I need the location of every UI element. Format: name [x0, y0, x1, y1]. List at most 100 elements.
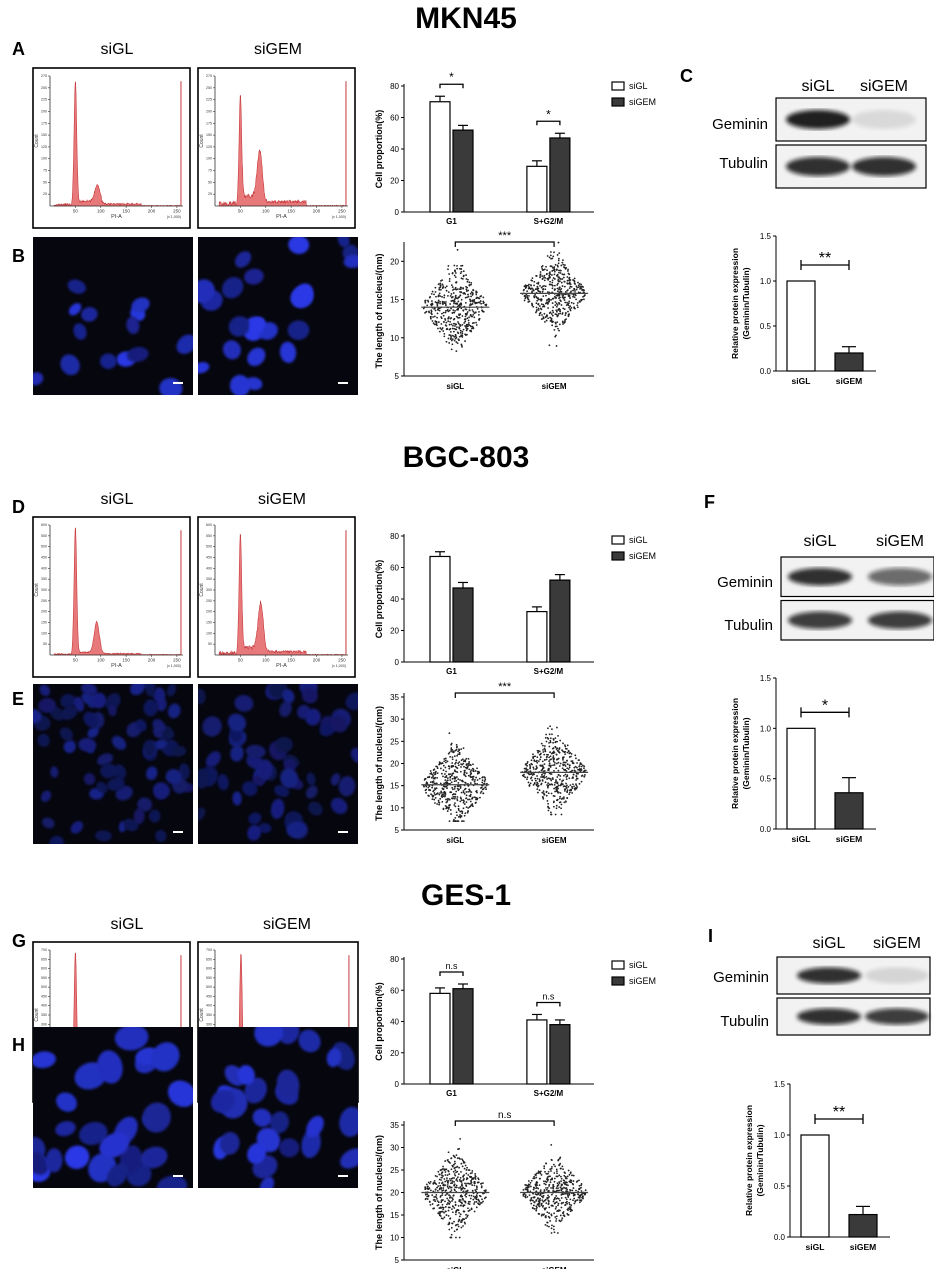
- nucleus-point: [469, 795, 472, 798]
- nucleus-point: [438, 793, 441, 796]
- scale-bar: [338, 382, 348, 384]
- nucleus-point: [547, 806, 550, 809]
- nucleus-point: [447, 317, 450, 320]
- nucleus-point: [474, 1178, 477, 1180]
- nucleus-point: [556, 1189, 559, 1192]
- nucleus-point: [438, 1173, 441, 1176]
- nucleus-point: [552, 795, 555, 797]
- nucleus-point: [434, 797, 437, 799]
- nucleus-point: [452, 750, 455, 753]
- nucleus-point: [448, 278, 451, 280]
- cell-line-title: GES-1: [421, 879, 511, 912]
- condition-label: siGEM: [254, 41, 302, 58]
- nucleus-point: [424, 1193, 427, 1196]
- nucleus: [330, 715, 348, 733]
- nucleus-point: [539, 1172, 542, 1175]
- histogram-y-tick-label: 500: [41, 985, 47, 989]
- nucleus-point: [564, 773, 567, 776]
- nucleus-point: [439, 782, 442, 785]
- nucleus-point: [441, 1176, 443, 1179]
- nucleus-point: [539, 758, 542, 761]
- nucleus-point: [432, 772, 435, 774]
- nucleus-point: [582, 295, 584, 298]
- nucleus-point: [535, 783, 538, 786]
- nucleus-point: [453, 770, 456, 773]
- nucleus-point: [550, 813, 552, 816]
- expression-bar-sigem: [834, 352, 864, 372]
- nucleus-point: [463, 800, 465, 803]
- nucleus-point: [461, 315, 464, 317]
- nucleus-point: [547, 307, 550, 309]
- nucleus-point: [530, 762, 533, 765]
- nucleus-y-tick-label: 15: [390, 782, 399, 791]
- nucleus-point: [568, 752, 571, 755]
- nucleus-point: [552, 741, 554, 744]
- nucleus-point: [583, 767, 585, 770]
- nucleus-point: [448, 798, 451, 801]
- nucleus-point: [438, 288, 441, 291]
- nucleus-point: [571, 769, 574, 772]
- nucleus-point: [460, 264, 462, 267]
- nucleus-point: [523, 773, 525, 776]
- nucleus-point: [532, 1177, 535, 1180]
- nucleus-point: [453, 780, 456, 783]
- western-lane-label: siGEM: [873, 935, 921, 952]
- panel-ges-1: GES-1GHsiGL50100150200250300350400450500…: [12, 879, 931, 1269]
- nucleus-point: [467, 1210, 470, 1212]
- nucleus: [288, 237, 310, 254]
- nucleus-point: [552, 764, 554, 767]
- nucleus-point: [543, 1189, 546, 1191]
- nucleus-category-label: siGL: [446, 836, 464, 845]
- nucleus-point: [559, 277, 561, 280]
- nucleus-point: [557, 1187, 559, 1189]
- nucleus-point: [438, 1211, 441, 1213]
- nucleus-point: [563, 296, 565, 299]
- nucleus-point: [570, 760, 573, 762]
- nucleus-point: [522, 289, 525, 292]
- nucleus: [107, 777, 125, 791]
- nucleus-point: [540, 752, 542, 755]
- nucleus-point: [524, 287, 527, 289]
- nucleus: [306, 1115, 324, 1138]
- nucleus-point: [546, 269, 548, 272]
- legend-label: siGEM: [629, 976, 656, 986]
- nucleus-point: [468, 798, 471, 801]
- nucleus-point: [524, 770, 526, 773]
- nucleus-point: [469, 790, 471, 793]
- histogram-x-tick-label: 150: [287, 658, 295, 663]
- nucleus-point: [557, 327, 559, 330]
- nucleus-point: [549, 739, 552, 742]
- nucleus-point: [458, 1212, 461, 1214]
- nucleus-point: [429, 1204, 432, 1206]
- nucleus-point: [430, 793, 432, 796]
- nucleus-point: [562, 307, 565, 310]
- nucleus-point: [536, 297, 539, 300]
- nucleus-point: [562, 294, 565, 297]
- nucleus-point: [468, 283, 471, 286]
- nucleus-point: [459, 325, 462, 327]
- nucleus-point: [524, 285, 527, 288]
- nucleus-point: [449, 334, 452, 337]
- nucleus-point: [458, 761, 461, 763]
- nucleus-point: [531, 291, 533, 294]
- nucleus-point: [456, 799, 459, 802]
- histogram-y-tick-label: 100: [41, 631, 47, 635]
- nucleus-point: [443, 1211, 445, 1214]
- nucleus-category-label: siGEM: [542, 382, 567, 391]
- nucleus-point: [457, 762, 460, 765]
- cycle-significance-label: *: [449, 70, 454, 84]
- nucleus-point: [574, 787, 577, 789]
- nucleus-point: [555, 310, 558, 313]
- nucleus-point: [555, 313, 558, 316]
- nucleus-point: [458, 1178, 461, 1181]
- nucleus: [234, 694, 254, 712]
- nucleus-point: [453, 777, 456, 780]
- nucleus-point: [464, 812, 467, 815]
- nucleus-point: [435, 787, 438, 790]
- histogram-y-tick-label: 400: [41, 1004, 47, 1008]
- nucleus-point: [553, 1172, 556, 1174]
- nucleus-point: [577, 284, 580, 287]
- nucleus-point: [542, 776, 545, 779]
- nucleus-point: [555, 780, 557, 783]
- nucleus-point: [457, 1173, 460, 1176]
